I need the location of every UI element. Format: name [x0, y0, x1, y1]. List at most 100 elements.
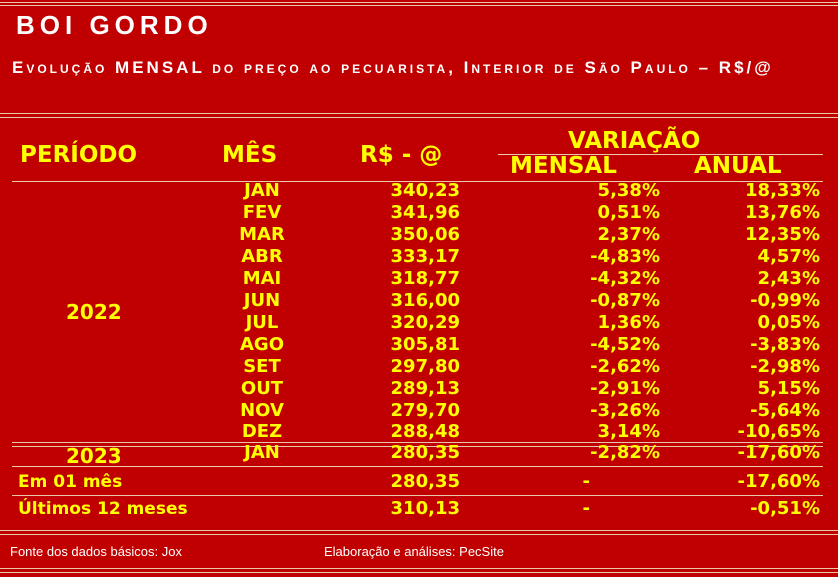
cell-mes: NOV [240, 400, 284, 421]
header-divider [0, 117, 838, 118]
table-row: JAN 340,23 5,38% 18,33% [0, 180, 838, 202]
footer-divider [0, 534, 838, 535]
table-row: MAI 318,77 -4,32% 2,43% [0, 268, 838, 290]
cell-mes: ABR [241, 246, 283, 267]
year-label-2022: 2022 [66, 300, 122, 324]
cell-mensal: 2,37% [597, 224, 660, 245]
cell-mensal: -3,26% [590, 400, 660, 421]
year-divider [12, 442, 823, 443]
col-header-anual: ANUAL [694, 153, 782, 179]
cell-mensal: -2,82% [590, 442, 660, 463]
cell-mes: AGO [239, 334, 284, 355]
cell-anual: -2,98% [750, 356, 820, 377]
cell-valor: 316,00 [390, 290, 460, 311]
table-row: SET 297,80 -2,62% -2,98% [0, 356, 838, 378]
cell-mes: MAI [242, 268, 282, 289]
table-row: JUN 316,00 -0,87% -0,99% [0, 290, 838, 312]
year-label-2023: 2023 [66, 444, 122, 468]
cell-valor: 288,48 [390, 421, 460, 442]
cell-mes: JUL [245, 312, 279, 333]
cell-mensal: 1,36% [597, 312, 660, 333]
table-row: DEZ 288,48 3,14% -10,65% [0, 421, 838, 443]
cell-mensal: -2,91% [590, 378, 660, 399]
bottom-border-line [0, 568, 838, 569]
summary-divider [12, 495, 823, 496]
cell-anual: 0,05% [757, 312, 820, 333]
cell-mes: OUT [240, 378, 284, 399]
cell-anual: 4,57% [757, 246, 820, 267]
cell-valor: 280,35 [390, 442, 460, 463]
cell-mes: DEZ [241, 421, 283, 442]
top-border-line [0, 5, 838, 6]
col-header-mensal: MENSAL [510, 153, 617, 179]
cell-valor: 341,96 [390, 202, 460, 223]
cell-anual: -0,51% [750, 498, 820, 519]
cell-valor: 310,13 [390, 498, 460, 519]
footer-credit: Elaboração e análises: PecSite [324, 544, 504, 559]
summary-row: Em 01 mês 280,35 - -17,60% [0, 471, 838, 493]
cell-mes: JAN [244, 180, 280, 201]
cell-anual: -10,65% [737, 421, 820, 442]
col-header-periodo: PERÍODO [20, 142, 138, 168]
table-row: NOV 279,70 -3,26% -5,64% [0, 400, 838, 422]
summary-row: Últimos 12 meses 310,13 - -0,51% [0, 498, 838, 520]
cell-mes: MAR [239, 224, 285, 245]
table-row: JUL 320,29 1,36% 0,05% [0, 312, 838, 334]
cell-valor: 333,17 [390, 246, 460, 267]
cell-mensal: -0,87% [590, 290, 660, 311]
col-header-mes: MÊS [222, 142, 278, 168]
cell-anual: 5,15% [757, 378, 820, 399]
table-row: JAN 280,35 -2,82% -17,60% [0, 442, 838, 464]
header-divider [0, 113, 838, 114]
page-subtitle: Evolução MENSAL do preço ao pecuarista, … [12, 58, 774, 77]
summary-label: Em 01 mês [18, 472, 123, 492]
cell-mensal: 3,14% [597, 421, 660, 442]
cell-mensal: 0,51% [597, 202, 660, 223]
cell-valor: 350,06 [390, 224, 460, 245]
cell-anual: -0,99% [750, 290, 820, 311]
cell-anual: -17,60% [737, 442, 820, 463]
cell-valor: 279,70 [390, 400, 460, 421]
page-title: BOI GORDO [16, 10, 213, 40]
cell-anual: 2,43% [757, 268, 820, 289]
cell-anual: 13,76% [745, 202, 820, 223]
summary-divider [12, 466, 823, 467]
table-row: ABR 333,17 -4,83% 4,57% [0, 246, 838, 268]
table-header-divider [12, 181, 823, 182]
footer-source: Fonte dos dados básicos: Jox [10, 544, 182, 559]
cell-valor: 318,77 [390, 268, 460, 289]
cell-mensal: - [582, 498, 590, 519]
bottom-border-line [0, 572, 838, 573]
cell-mensal: -4,32% [590, 268, 660, 289]
cell-valor: 289,13 [390, 378, 460, 399]
table-row: OUT 289,13 -2,91% 5,15% [0, 378, 838, 400]
col-header-preco: R$ - @ [360, 142, 443, 168]
col-header-variacao: VARIAÇÃO [568, 128, 701, 154]
cell-anual: 12,35% [745, 224, 820, 245]
cell-mes: JUN [243, 290, 281, 311]
cell-mes: JAN [244, 442, 280, 463]
cell-mensal: 5,38% [597, 180, 660, 201]
cell-anual: 18,33% [745, 180, 820, 201]
cell-anual: -5,64% [750, 400, 820, 421]
table-row: MAR 350,06 2,37% 12,35% [0, 224, 838, 246]
cell-valor: 305,81 [390, 334, 460, 355]
top-border-line [0, 2, 838, 3]
cell-anual: -17,60% [737, 471, 820, 492]
cell-mes: SET [243, 356, 281, 377]
cell-mensal: -4,52% [590, 334, 660, 355]
cell-valor: 320,29 [390, 312, 460, 333]
table-row: FEV 341,96 0,51% 13,76% [0, 202, 838, 224]
year-divider [12, 446, 823, 447]
cell-mensal: -2,62% [590, 356, 660, 377]
variacao-underline [498, 154, 823, 155]
cell-valor: 280,35 [390, 471, 460, 492]
cell-mes: FEV [242, 202, 282, 223]
cell-valor: 340,23 [390, 180, 460, 201]
table-row: AGO 305,81 -4,52% -3,83% [0, 334, 838, 356]
cell-mensal: -4,83% [590, 246, 660, 267]
cell-valor: 297,80 [390, 356, 460, 377]
summary-label: Últimos 12 meses [18, 499, 188, 519]
footer-divider [0, 530, 838, 531]
cell-anual: -3,83% [750, 334, 820, 355]
